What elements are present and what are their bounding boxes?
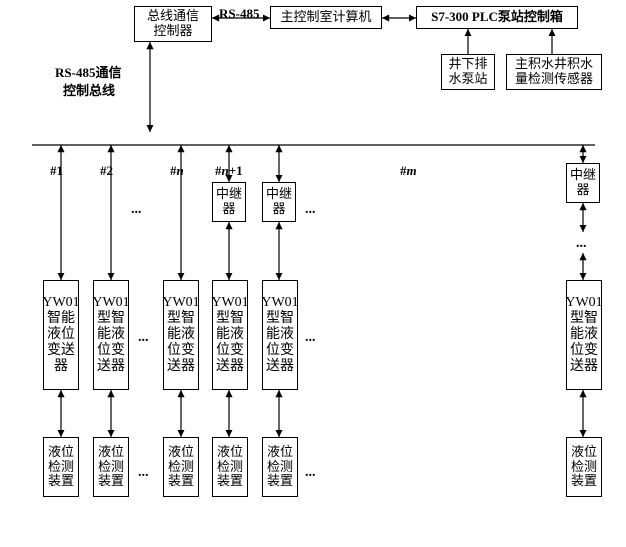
yw01_r: YW01型智能液位变送器 (566, 280, 602, 390)
ellipsis: ... (138, 465, 149, 481)
yw01_n1_b: YW01型智能液位变送器 (262, 280, 298, 390)
ellipsis: ... (576, 236, 587, 252)
repeater_right: 中继器 (566, 163, 600, 203)
pump_station: 井下排水泵站 (441, 54, 495, 90)
ellipsis: ... (131, 202, 142, 218)
bus_comm_controller: 总线通信控制器 (134, 6, 212, 42)
label-hash1: #1 (50, 163, 63, 179)
lv_r: 液位检测装置 (566, 437, 602, 497)
yw01_2: YW01型智能液位变送器 (93, 280, 129, 390)
water_sensor: 主积水井积水量检测传感器 (506, 54, 602, 90)
yw01_n_b: YW01型智能液位变送器 (212, 280, 248, 390)
lv_n1_b: 液位检测装置 (262, 437, 298, 497)
label-rs485_bus_2: 控制总线 (63, 80, 115, 99)
yw01_n: YW01型智能液位变送器 (163, 280, 199, 390)
ellipsis: ... (305, 330, 316, 346)
label-hashm: #m (400, 163, 417, 179)
lv_1: 液位检测装置 (43, 437, 79, 497)
label-rs485_bus_1: RS-485通信 (55, 62, 121, 81)
yw01_1: YW01智能液位变送器 (43, 280, 79, 390)
ellipsis: ... (305, 202, 316, 218)
lv_2: 液位检测装置 (93, 437, 129, 497)
label-rs485_top: RS-485 (219, 6, 259, 22)
lv_n: 液位检测装置 (163, 437, 199, 497)
label-hash2: #2 (100, 163, 113, 179)
main_computer: 主控制室计算机 (270, 6, 382, 29)
lv_n_b: 液位检测装置 (212, 437, 248, 497)
repeater_n1: 中继器 (262, 182, 296, 222)
label-hashn1: #n+1 (215, 163, 243, 179)
label-hashn: #n (170, 163, 184, 179)
ellipsis: ... (138, 330, 149, 346)
plc_box: S7-300 PLC泵站控制箱 (416, 6, 578, 29)
ellipsis: ... (305, 465, 316, 481)
repeater_n: 中继器 (212, 182, 246, 222)
